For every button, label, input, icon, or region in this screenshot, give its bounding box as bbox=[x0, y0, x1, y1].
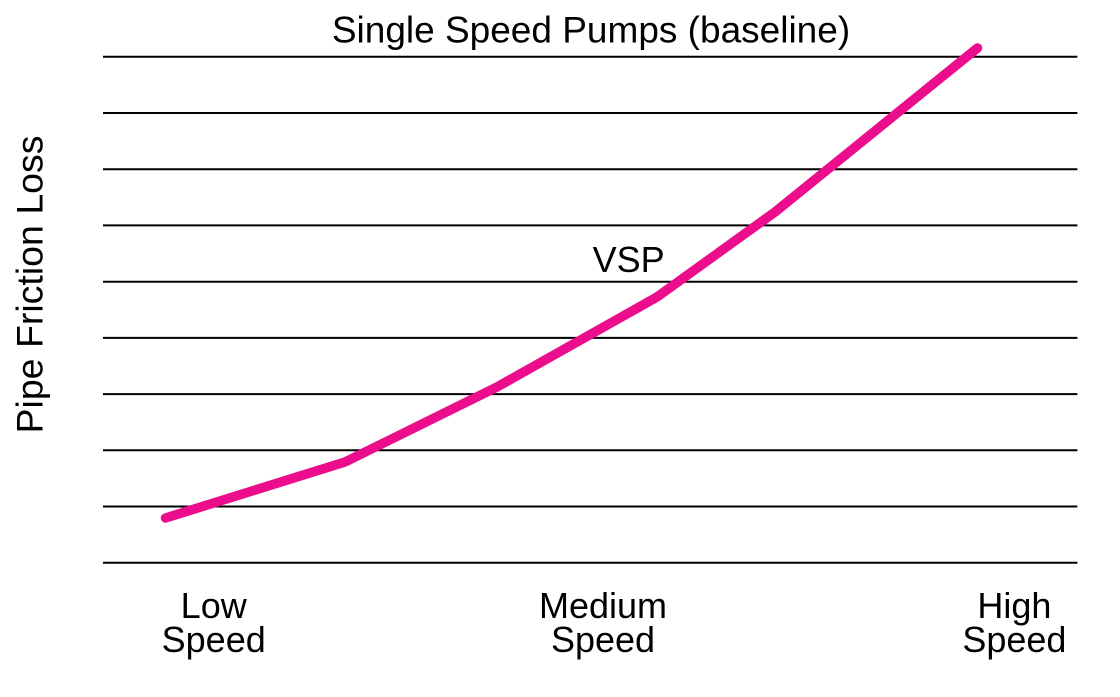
svg-text:Pipe Friction Loss: Pipe Friction Loss bbox=[8, 135, 50, 433]
svg-text:VSP: VSP bbox=[593, 239, 665, 280]
svg-text:Speed: Speed bbox=[162, 619, 266, 660]
svg-text:High: High bbox=[977, 585, 1051, 626]
svg-text:Medium: Medium bbox=[539, 585, 667, 626]
svg-text:Speed: Speed bbox=[551, 619, 655, 660]
svg-text:Low: Low bbox=[181, 585, 248, 626]
svg-text:Single Speed Pumps (baseline): Single Speed Pumps (baseline) bbox=[332, 10, 850, 51]
svg-text:Speed: Speed bbox=[962, 619, 1066, 660]
